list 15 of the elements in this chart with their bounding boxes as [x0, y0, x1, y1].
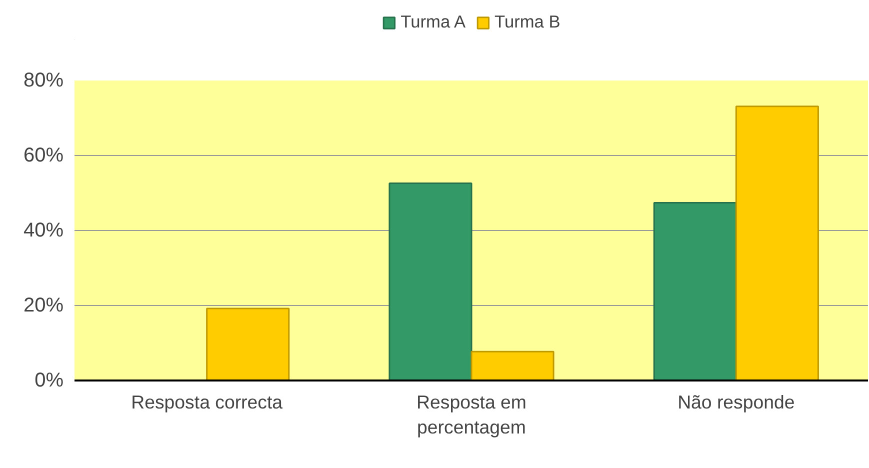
bar [388, 182, 472, 380]
y-tick-label: 80% [23, 70, 64, 92]
x-tick-label: Resposta em percentagem [416, 392, 526, 438]
bar [653, 202, 737, 380]
legend-label: Turma B [494, 12, 560, 32]
y-tick-label: 20% [23, 294, 64, 316]
y-tick-label: 40% [23, 220, 64, 242]
bar [206, 308, 290, 380]
x-tick-label: Resposta correcta [131, 392, 284, 412]
y-tick-label: 0% [34, 370, 64, 392]
bar [470, 350, 554, 380]
bar [735, 106, 819, 380]
y-tick-label: 60% [23, 144, 64, 166]
x-tick-label: Não responde [678, 392, 795, 412]
legend-label: Turma A [400, 12, 466, 32]
